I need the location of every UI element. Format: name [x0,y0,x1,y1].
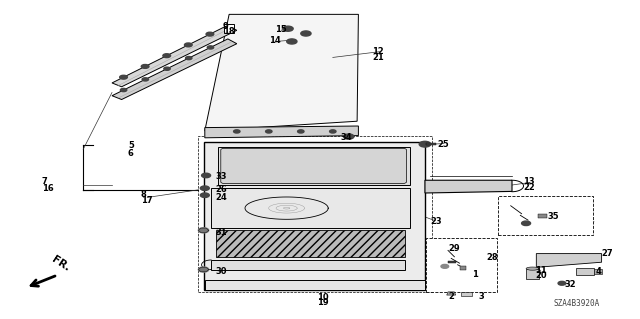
Text: 10: 10 [317,293,329,302]
Text: 27: 27 [602,249,613,258]
Text: 16: 16 [42,184,53,193]
Text: 18: 18 [223,27,234,36]
Bar [211,188,410,228]
Text: 29: 29 [448,244,460,253]
Text: 31: 31 [215,228,227,237]
Circle shape [266,130,272,133]
Text: 12: 12 [372,47,384,56]
Circle shape [164,67,170,70]
Text: 11: 11 [535,266,547,275]
Bar [526,269,539,279]
Bar [426,143,436,145]
Bar [538,214,547,218]
Polygon shape [205,14,358,131]
Circle shape [330,130,336,133]
Bar [198,136,432,292]
Text: 21: 21 [372,53,384,62]
Polygon shape [112,26,237,87]
Polygon shape [536,254,602,267]
Bar [594,269,602,274]
Ellipse shape [526,267,539,270]
Text: 9: 9 [223,22,228,31]
Text: 28: 28 [486,253,498,262]
Text: 34: 34 [340,133,352,142]
Bar [216,230,405,257]
Circle shape [298,130,304,133]
Polygon shape [425,180,512,193]
Text: 30: 30 [215,267,227,276]
Circle shape [186,56,192,60]
Polygon shape [204,142,425,290]
Circle shape [163,54,170,57]
Text: SZA4B3920A: SZA4B3920A [554,299,600,308]
Bar [461,292,472,296]
Circle shape [200,186,209,190]
Bar [498,196,593,235]
Bar [576,268,594,275]
Text: 25: 25 [438,140,449,149]
FancyBboxPatch shape [221,148,406,183]
Text: 14: 14 [269,36,280,45]
Circle shape [301,31,311,36]
Text: 32: 32 [564,280,576,289]
Circle shape [287,39,297,44]
Text: 2: 2 [448,292,454,300]
Circle shape [419,141,431,147]
Text: 19: 19 [317,298,329,307]
Text: 35: 35 [548,212,559,221]
Circle shape [522,221,531,226]
Text: 26: 26 [215,185,227,194]
Text: 7: 7 [42,177,47,186]
Bar [218,147,410,185]
Bar [448,261,456,263]
Circle shape [234,130,240,133]
Circle shape [207,46,214,49]
Circle shape [200,193,209,197]
Text: FR.: FR. [50,255,72,274]
Circle shape [120,88,127,92]
Text: 5: 5 [128,141,134,150]
Circle shape [283,26,293,31]
Text: 17: 17 [141,196,152,205]
Bar [460,266,466,270]
Polygon shape [211,260,405,270]
Circle shape [344,134,354,139]
Circle shape [198,228,209,233]
Circle shape [202,173,211,178]
Text: 20: 20 [535,271,547,280]
Circle shape [441,264,449,268]
Bar [224,24,234,33]
Bar [205,280,425,290]
Text: 15: 15 [275,25,287,34]
Text: 3: 3 [479,292,484,300]
Circle shape [142,78,148,81]
Circle shape [198,267,209,272]
Text: 4: 4 [595,267,601,276]
Circle shape [558,281,566,285]
Polygon shape [205,126,358,138]
Circle shape [120,75,127,79]
Circle shape [141,64,149,68]
Polygon shape [447,292,456,295]
Bar [426,238,497,292]
Text: 22: 22 [524,183,535,192]
Circle shape [184,43,192,47]
Text: 24: 24 [215,193,227,202]
Polygon shape [112,39,237,100]
Text: 6: 6 [128,149,134,158]
Circle shape [206,32,214,36]
Text: 33: 33 [215,172,227,181]
Text: 13: 13 [524,177,535,186]
Text: 23: 23 [430,217,442,226]
Text: 8: 8 [141,190,147,199]
Text: 1: 1 [472,271,478,279]
